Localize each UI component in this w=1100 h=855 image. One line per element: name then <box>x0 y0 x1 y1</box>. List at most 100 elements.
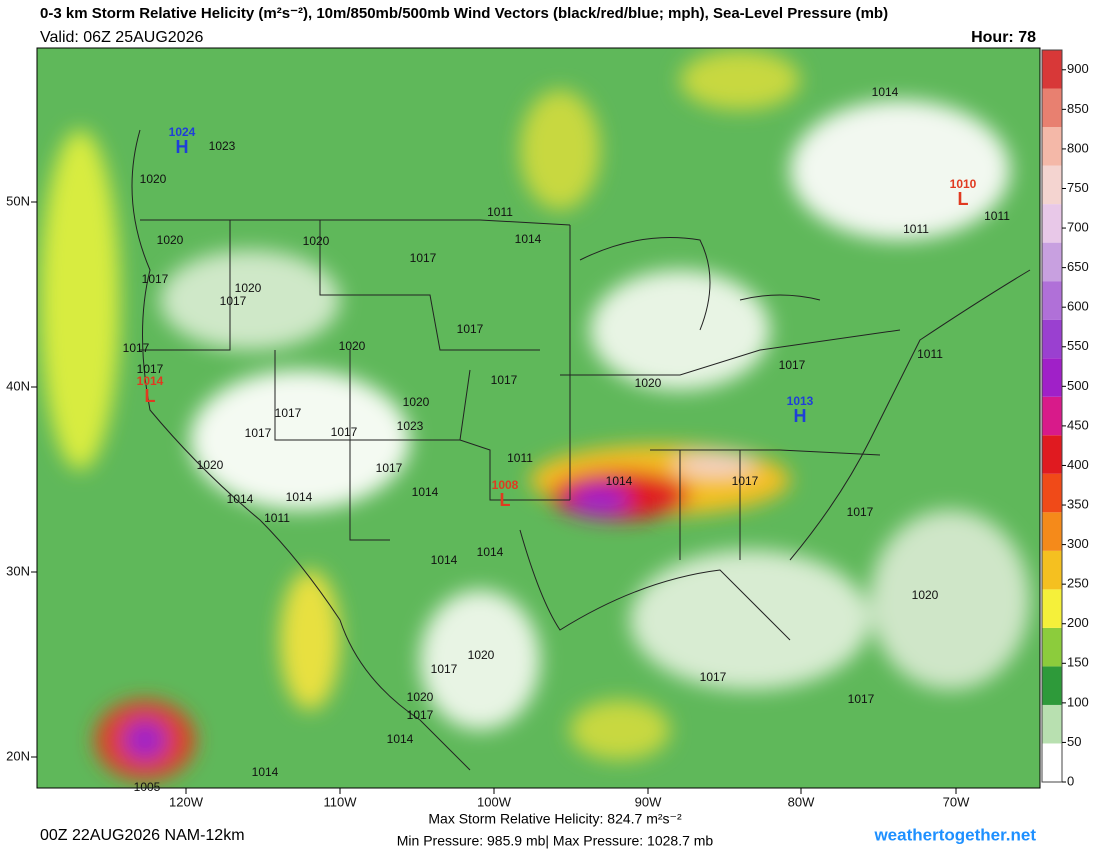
colorbar-band <box>1042 281 1062 320</box>
isobar-label: 1020 <box>407 690 434 704</box>
isobar-label: 1017 <box>245 426 272 440</box>
colorbar-label: 450 <box>1067 417 1089 432</box>
isobar-label: 1014 <box>606 474 633 488</box>
isobar-label: 1017 <box>700 670 727 684</box>
isobar-label: 1023 <box>397 419 424 433</box>
colorbar-label: 200 <box>1067 615 1089 630</box>
colorbar-label: 750 <box>1067 180 1089 195</box>
pressure-center-symbol: H <box>176 137 189 157</box>
lon-label: 120W <box>169 794 204 809</box>
isobar-label: 1017 <box>275 406 302 420</box>
colorbar-label: 250 <box>1067 576 1089 591</box>
isobar-label: 1011 <box>917 347 943 361</box>
isobar-label: 1017 <box>732 474 759 488</box>
colorbar-label: 600 <box>1067 299 1089 314</box>
isobar-label: 1014 <box>477 545 504 559</box>
colorbar-band <box>1042 204 1062 243</box>
isobar-label: 1017 <box>137 362 164 376</box>
isobar-label: 1017 <box>123 341 150 355</box>
site-name: weathertogether.net <box>873 825 1036 844</box>
colorbar-label: 300 <box>1067 536 1089 551</box>
lat-label: 40N <box>6 378 30 393</box>
pressure-center-symbol: H <box>794 406 807 426</box>
pressure-center-value: 1014 <box>137 374 164 388</box>
colorbar-band <box>1042 319 1062 359</box>
colorbar-frame <box>1041 49 1063 783</box>
forecast-hour: Hour: 78 <box>971 29 1036 46</box>
isobar-label: 1017 <box>376 461 403 475</box>
colorbar-band <box>1042 165 1062 205</box>
lat-label: 50N <box>6 193 30 208</box>
colorbar-band <box>1042 743 1062 782</box>
colorbar-label: 150 <box>1067 655 1089 670</box>
colorbar-label: 50 <box>1067 734 1081 749</box>
colorbar-band <box>1042 127 1062 166</box>
isobar-label: 1014 <box>872 85 899 99</box>
isobar-label: 1020 <box>235 281 262 295</box>
colorbar-band <box>1042 512 1062 551</box>
pressure-center-value: 1010 <box>950 177 977 191</box>
pressure-range: Min Pressure: 985.9 mb| Max Pressure: 10… <box>397 833 714 849</box>
lat-label: 20N <box>6 748 30 763</box>
colorbar-label: 900 <box>1067 61 1089 76</box>
isobar-label: 1017 <box>431 662 458 676</box>
colorbar-label: 100 <box>1067 694 1089 709</box>
model-run: 00Z 22AUG2026 NAM-12km <box>40 827 245 844</box>
lon-label: 110W <box>324 794 358 809</box>
map-field <box>37 48 1040 788</box>
colorbar-band <box>1042 704 1062 744</box>
isobar-label: 1020 <box>157 233 184 247</box>
pressure-center-value: 1013 <box>787 394 814 408</box>
isobar-label: 1017 <box>220 294 247 308</box>
pressure-center-value: 1008 <box>492 478 519 492</box>
colorbar-label: 700 <box>1067 219 1089 234</box>
colorbar-band <box>1042 396 1062 436</box>
colorbar-label: 650 <box>1067 259 1089 274</box>
colorbar-label: 400 <box>1067 457 1089 472</box>
title: 0-3 km Storm Relative Helicity (m²s⁻²), … <box>40 5 888 22</box>
colorbar-band <box>1042 435 1062 474</box>
isobar-label: 1014 <box>387 732 414 746</box>
isobar-label: 1011 <box>984 209 1010 223</box>
isobar-label: 1017 <box>457 322 484 336</box>
lon-label: 90W <box>635 794 662 809</box>
colorbar-band <box>1042 627 1062 667</box>
colorbar-band <box>1042 358 1062 397</box>
isobar-label: 1005 <box>134 780 161 794</box>
pressure-center-symbol: L <box>958 189 969 209</box>
isobar-label: 1011 <box>487 205 513 219</box>
isobar-label: 1011 <box>264 511 290 525</box>
isobar-label: 1023 <box>209 139 236 153</box>
colorbar-label: 800 <box>1067 140 1089 155</box>
pressure-center-symbol: L <box>500 490 511 510</box>
colorbar-label: 850 <box>1067 101 1089 116</box>
isobar-label: 1017 <box>142 272 169 286</box>
map-frame <box>36 47 1041 789</box>
lon-label: 100W <box>477 794 512 809</box>
isobar-label: 1014 <box>412 485 439 499</box>
isobar-label: 1020 <box>403 395 430 409</box>
colorbar-band <box>1042 88 1062 128</box>
colorbar-band <box>1042 50 1062 89</box>
isobar-label: 1011 <box>507 451 533 465</box>
isobar-label: 1017 <box>847 505 874 519</box>
isobar-label: 1014 <box>431 553 458 567</box>
isobar-label: 1020 <box>140 172 167 186</box>
isobar-label: 1020 <box>912 588 939 602</box>
isobar-label: 1017 <box>331 425 358 439</box>
max-helicity: Max Storm Relative Helicity: 824.7 m²s⁻² <box>428 811 682 827</box>
pressure-center-value: 1024 <box>169 125 196 139</box>
valid-time: Valid: 06Z 25AUG2026 <box>40 29 203 46</box>
colorbar-label: 0 <box>1067 773 1074 788</box>
colorbar-band <box>1042 589 1062 628</box>
colorbar-band <box>1042 550 1062 590</box>
isobar-label: 1014 <box>252 765 279 779</box>
pressure-center-symbol: L <box>145 386 156 406</box>
colorbar-label: 500 <box>1067 378 1089 393</box>
isobar-label: 1017 <box>848 692 875 706</box>
isobar-label: 1020 <box>303 234 330 248</box>
isobar-label: 1017 <box>779 358 806 372</box>
colorbar-label: 550 <box>1067 338 1089 353</box>
colorbar-band <box>1042 473 1062 513</box>
